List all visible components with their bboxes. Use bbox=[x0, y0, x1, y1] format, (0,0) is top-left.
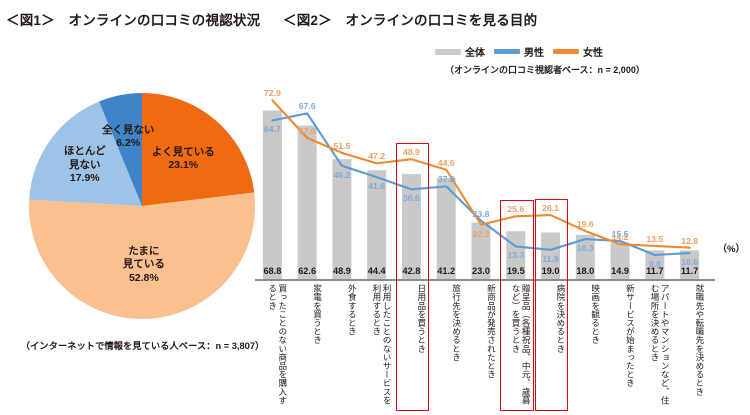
x-axis-line bbox=[255, 279, 715, 281]
data-label: 14.9 bbox=[611, 266, 629, 276]
x-axis-label: 映画を観るとき bbox=[590, 284, 601, 345]
pie-chart: よく見ている 23.1% たまに 見ている 52.8% ほとんど 見ない 17.9% 全く見ない… bbox=[28, 92, 256, 320]
bar bbox=[262, 110, 282, 279]
data-label: 42.8 bbox=[402, 266, 421, 276]
pie-slice-label: ほとんど 見ない 17.9% bbox=[63, 145, 106, 185]
bar bbox=[436, 178, 456, 279]
legend-swatch bbox=[435, 48, 461, 55]
data-label: 16.3 bbox=[576, 243, 594, 253]
data-label: 11.9 bbox=[542, 254, 559, 264]
bar bbox=[332, 159, 352, 279]
data-label: 26.1 bbox=[542, 203, 559, 213]
data-label: 67.6 bbox=[298, 101, 316, 111]
bar bbox=[645, 250, 665, 279]
data-label: 25.6 bbox=[507, 204, 525, 214]
bar bbox=[680, 250, 700, 279]
data-label: 72.9 bbox=[263, 88, 281, 98]
x-axis-label: 日用品を買うとき bbox=[416, 284, 427, 353]
data-label: 14.2 bbox=[611, 232, 629, 242]
figure2-base-note: （オンラインの口コミ視認者ベース：n = 2,000） bbox=[445, 65, 645, 75]
data-label: 47.2 bbox=[368, 151, 386, 161]
chart-legend: 全体 男性 女性 bbox=[435, 44, 603, 59]
x-axis-label: 利用したことのないサービスを利用するとき bbox=[371, 284, 393, 405]
x-axis-label: アパートやマンションなど、住む場所を決めるとき bbox=[650, 284, 671, 405]
pie-slice bbox=[99, 93, 142, 206]
data-label: 41.2 bbox=[437, 266, 456, 276]
pie-slice bbox=[29, 192, 256, 319]
legend-item: 女性 bbox=[553, 44, 603, 59]
data-label: 19.5 bbox=[506, 266, 525, 276]
data-label: 15.5 bbox=[611, 229, 629, 239]
x-axis-label: 買ったことのない商品を購入するとき bbox=[267, 284, 288, 405]
data-label: 48.9 bbox=[402, 147, 420, 157]
data-label: 18.0 bbox=[576, 266, 595, 276]
bar bbox=[401, 174, 421, 279]
data-label: 44.6 bbox=[437, 158, 455, 168]
data-label: 51.5 bbox=[333, 141, 351, 151]
x-axis-label: 就職先や転職先を決めるとき bbox=[694, 284, 705, 396]
figure1-base-note: （インターネットで情報を見ている人ベース：n = 3,807） bbox=[20, 341, 265, 351]
data-label: 62.6 bbox=[298, 266, 317, 276]
data-label: 9.8 bbox=[648, 259, 661, 269]
data-label: 64.7 bbox=[263, 124, 281, 134]
line-series bbox=[271, 112, 691, 257]
legend-label: 全体 bbox=[465, 48, 485, 59]
data-label: 37.8 bbox=[437, 174, 455, 184]
plot-svg bbox=[262, 99, 700, 279]
x-axis-label: 新サービスが始まったとき bbox=[625, 284, 636, 388]
pie-slice-label: よく見ている 23.1% bbox=[151, 146, 215, 172]
unit-label: （%） bbox=[717, 244, 745, 255]
figure2-title: ＜図2＞ オンラインの口コミを見る目的 bbox=[283, 13, 538, 28]
plot-area bbox=[255, 83, 707, 279]
bar bbox=[575, 234, 595, 279]
data-label: 11.7 bbox=[680, 266, 699, 276]
data-label: 23.0 bbox=[472, 266, 490, 276]
data-label: 13.3 bbox=[507, 250, 525, 260]
data-label: 19.6 bbox=[576, 219, 594, 229]
data-label: 13.5 bbox=[646, 234, 664, 244]
legend-item: 男性 bbox=[494, 44, 544, 59]
data-label: 11.7 bbox=[646, 266, 664, 276]
data-label: 12.8 bbox=[681, 236, 699, 246]
legend-item: 全体 bbox=[435, 44, 485, 59]
pie-slice-label: たまに 見ている 52.8% bbox=[122, 244, 165, 284]
data-label: 57.6 bbox=[298, 126, 316, 136]
data-label: 23.8 bbox=[472, 209, 490, 219]
x-axis-label: 新商品が発売されたとき bbox=[486, 284, 497, 379]
bar bbox=[541, 232, 561, 279]
pie-slice bbox=[142, 93, 255, 206]
pie-slice bbox=[29, 101, 142, 206]
data-label: 22.2 bbox=[472, 229, 490, 239]
legend-label: 男性 bbox=[524, 48, 544, 59]
data-label: 44.4 bbox=[367, 266, 386, 276]
legend-label: 女性 bbox=[583, 48, 603, 59]
data-label: 48.9 bbox=[332, 266, 351, 276]
data-label: 41.6 bbox=[368, 181, 386, 191]
figure2-chart: 全体 男性 女性 （オンラインの口コミ視認者ベース：n = 2,000） （%） 7… bbox=[255, 36, 747, 411]
x-axis-label: 贈呈品（各種祝品、中元、歳暮など）を買うとき bbox=[511, 284, 532, 405]
bar bbox=[367, 170, 387, 279]
x-axis-labels: 買ったことのない商品を購入するとき 家電を買うとき 外食するとき 利用したことのないサ… bbox=[255, 284, 715, 414]
line-series bbox=[271, 99, 691, 249]
data-label: 68.8 bbox=[263, 266, 282, 276]
figure1-title: ＜図1＞ オンラインの口コミの視認状況 bbox=[6, 13, 261, 28]
x-axis-label: 家電を買うとき bbox=[312, 284, 323, 345]
bar bbox=[297, 125, 317, 279]
data-label: 19.0 bbox=[541, 266, 560, 276]
bar bbox=[471, 222, 491, 279]
x-axis-label: 外食するとき bbox=[347, 284, 358, 336]
data-label: 36.6 bbox=[402, 193, 420, 203]
legend-swatch bbox=[553, 49, 579, 54]
legend-swatch bbox=[494, 49, 520, 54]
bar bbox=[610, 242, 630, 279]
x-axis-label: 病院を決めるとき bbox=[555, 284, 566, 353]
pie-slice-label: 全く見ない 6.2% bbox=[101, 123, 155, 150]
data-label: 46.2 bbox=[333, 170, 351, 180]
x-axis-label: 旅行先を決めるとき bbox=[451, 284, 462, 362]
pie-chart-svg bbox=[29, 93, 256, 319]
data-label: 10.6 bbox=[681, 257, 699, 267]
